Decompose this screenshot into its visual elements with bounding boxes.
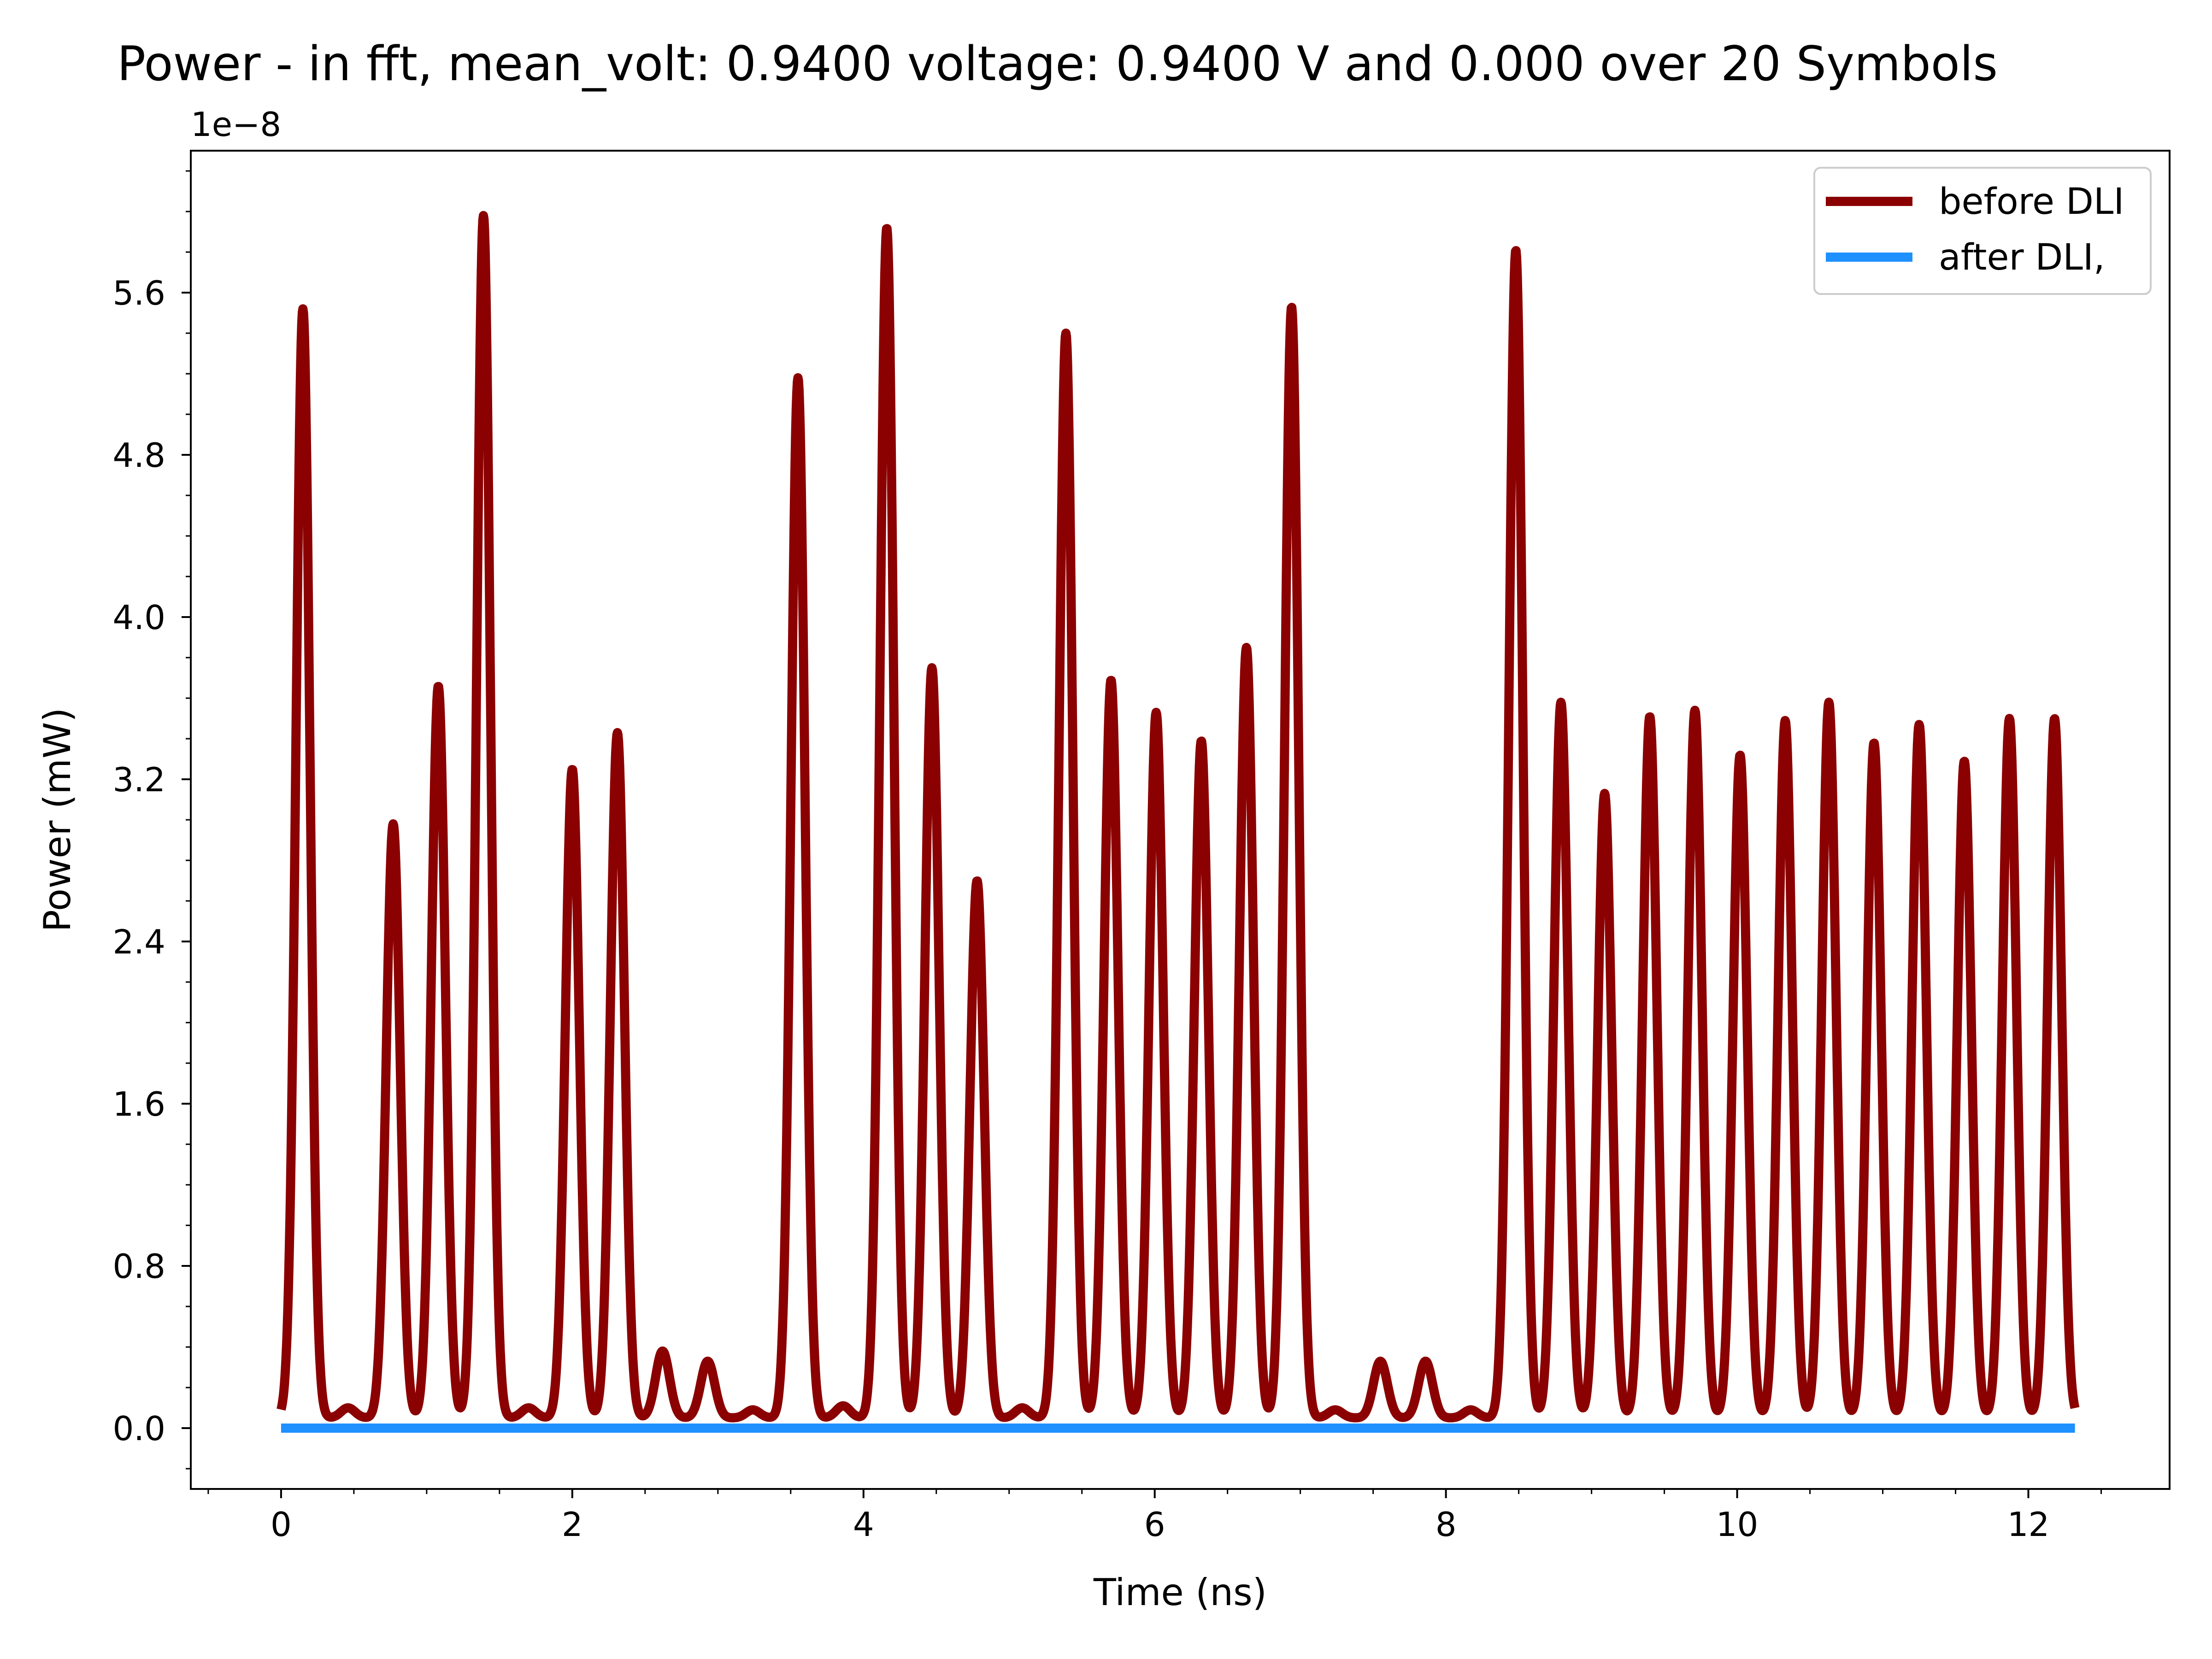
x-tick-label: 6 <box>1144 1505 1165 1544</box>
y-tick-label: 0.0 <box>112 1409 165 1448</box>
series-before-dli <box>276 211 2080 1423</box>
legend-label-after-dli: after DLI, <box>1939 237 2105 278</box>
x-axis-label: Time (ns) <box>1093 1571 1267 1614</box>
y-axis-label: Power (mW) <box>36 708 79 932</box>
y-tick-label: 3.2 <box>112 760 165 799</box>
y-tick-label: 2.4 <box>112 923 165 961</box>
x-tick-label: 0 <box>271 1505 292 1544</box>
y-offset-label: 1e−8 <box>191 105 281 144</box>
series-line-before-dli <box>276 211 2080 1423</box>
y-tick-label: 5.6 <box>112 274 165 312</box>
y-tick-label: 1.6 <box>112 1085 165 1124</box>
y-tick-label: 4.0 <box>112 598 165 637</box>
y-tick-label: 0.8 <box>112 1247 165 1286</box>
y-axis: 0.0 0.8 1.6 2.4 3.2 4.0 4.8 5.6 <box>112 170 191 1470</box>
legend: before DLI after DLI, <box>1813 167 2152 295</box>
x-tick-label: 8 <box>1435 1505 1457 1544</box>
x-axis: 0 2 4 6 8 10 12 <box>207 1489 2102 1544</box>
y-tick-label: 4.8 <box>112 436 165 475</box>
x-tick-label: 10 <box>1716 1505 1759 1544</box>
chart-title: Power - in fft, mean_volt: 0.9400 voltag… <box>117 36 1998 92</box>
plot-area <box>190 150 2171 1490</box>
x-tick-label: 4 <box>853 1505 874 1544</box>
x-tick-label: 12 <box>2007 1505 2050 1544</box>
x-tick-label: 2 <box>562 1505 583 1544</box>
legend-label-before-dli: before DLI <box>1939 181 2124 223</box>
